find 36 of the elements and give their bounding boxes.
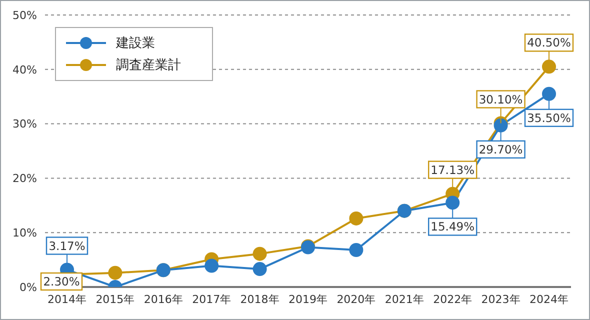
- data-label: 29.70%: [478, 142, 523, 156]
- y-tick-label: 40%: [12, 63, 37, 76]
- data-label: 2.30%: [43, 274, 80, 288]
- point: [252, 262, 267, 276]
- point: [542, 86, 556, 101]
- data-label: 35.50%: [527, 110, 571, 125]
- y-tick-label: 50%: [12, 8, 37, 22]
- point: [108, 266, 122, 280]
- legend-label: 調査産業計: [116, 57, 181, 74]
- x-tick-label: 2020年: [336, 292, 376, 306]
- y-tick-label: 30%: [12, 118, 37, 131]
- data-label: 40.50%: [527, 36, 571, 50]
- data-label: 17.13%: [430, 162, 475, 177]
- x-tick-label: 2015年: [96, 292, 135, 306]
- x-tick-label: 2016年: [144, 292, 183, 306]
- point: [349, 211, 364, 226]
- y-tick-label: 10%: [12, 226, 37, 240]
- data-label: 15.49%: [430, 220, 475, 234]
- point: [542, 60, 556, 74]
- data-label: 3.17%: [48, 238, 86, 253]
- x-tick-label: 2023年: [481, 292, 520, 306]
- x-tick-label: 2014年: [48, 292, 86, 306]
- x-tick-label: 2017年: [192, 292, 232, 306]
- x-tick-label: 2019年: [288, 292, 328, 306]
- point: [204, 258, 219, 273]
- data-label: 30.10%: [478, 92, 523, 106]
- x-tick-label: 2021年: [384, 292, 424, 306]
- y-tick-label: 0%: [20, 280, 37, 294]
- x-tick-label: 2022年: [433, 292, 472, 306]
- legend-label: 建設業: [116, 35, 155, 52]
- point: [446, 196, 460, 210]
- y-tick-label: 20%: [12, 172, 37, 186]
- x-tick-label: 2024年: [530, 292, 568, 306]
- x-tick-label: 2018年: [240, 292, 280, 306]
- point: [252, 246, 267, 261]
- point: [349, 243, 364, 258]
